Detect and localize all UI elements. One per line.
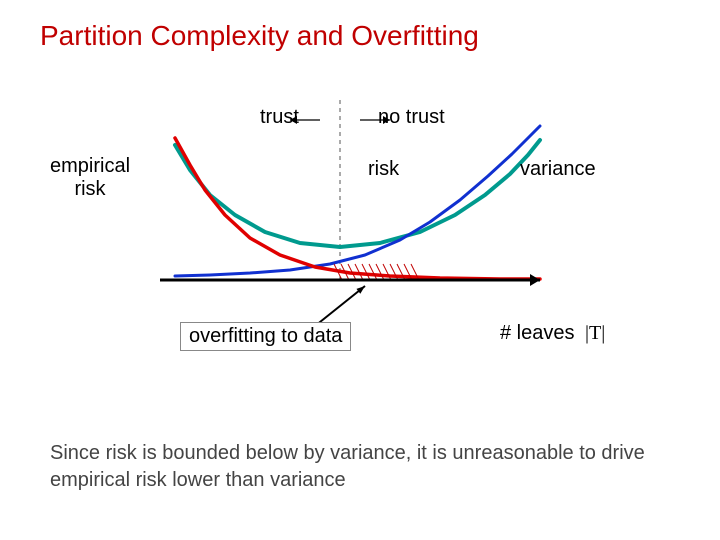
label-risk: risk xyxy=(368,158,399,181)
chart-svg xyxy=(120,90,560,350)
footer-text: Since risk is bounded below by variance,… xyxy=(50,440,670,494)
label-leaves: # leaves xyxy=(500,322,575,345)
label-empirical-risk: empirical risk xyxy=(50,155,130,201)
label-T: |T| xyxy=(585,322,605,345)
label-overfitting: overfitting to data xyxy=(180,322,351,351)
label-trust: trust xyxy=(260,106,299,129)
chart-area: trust no trust empirical risk risk varia… xyxy=(120,90,560,320)
page-title: Partition Complexity and Overfitting xyxy=(40,20,479,52)
label-variance: variance xyxy=(520,158,596,181)
label-notrust: no trust xyxy=(378,106,445,129)
